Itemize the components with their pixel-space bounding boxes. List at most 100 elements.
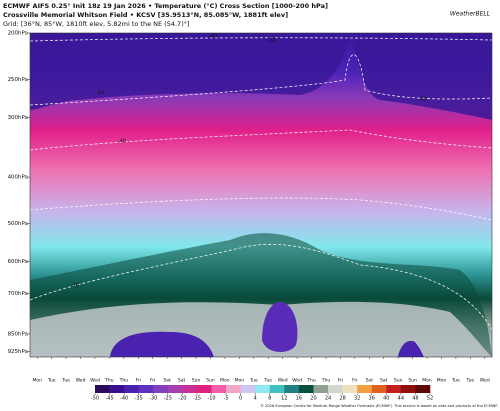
colorbar-swatch [124,385,139,393]
colorbar-label: -50 [91,396,99,402]
x-tick-label: Wed [480,378,490,384]
contour-label: -60 [209,34,217,40]
x-tick-label: Sat [366,378,374,384]
x-tick-label: Mon [437,378,447,384]
x-tick-label: Fri [338,378,343,384]
x-tick-label: Sun [408,378,417,384]
colorbar-swatch [298,385,314,393]
isotherm [29,243,493,331]
y-tick-label: 200hPa [8,31,28,37]
subtitle: Crossville Memorial Whitson Field • KCSV… [3,11,288,19]
y-tick-label: 600hPa [8,259,28,265]
x-tick-label: Sat [163,378,171,384]
x-tick-label: Fri [352,378,357,384]
x-tick-label: Tue [263,378,272,384]
grid-note: Grid: [36°N, 85°W, 1810ft elev, 5.82mi t… [3,20,190,28]
surface-band [30,301,492,357]
colorbar-swatch [284,385,300,393]
colorbar-swatch [415,385,431,393]
colorbar-swatch [167,385,183,393]
x-tick-label: Sun [192,378,201,384]
colorbar-label: 16 [296,396,302,402]
colorbar-label: 48 [412,396,418,402]
colorbar-swatch [386,385,402,393]
isotherm [29,54,493,106]
y-tick-label: 925hPa [8,349,28,355]
x-tick-label: Tue [61,378,70,384]
colorbar-swatch [95,385,110,393]
x-tick-label: Mon [422,378,432,384]
cold-blob [398,340,424,357]
colorbar-label: -20 [178,396,186,402]
x-tick-label: Thu [104,378,114,384]
colorbar-label: -45 [105,396,113,402]
colorbar-label: 0 [239,396,242,402]
y-tick-label: 500hPa [8,221,28,227]
plot-area [30,33,492,357]
colorbar-label: -35 [135,396,143,402]
colorbar-label: -15 [193,396,201,402]
colorbar-label: -10 [207,396,215,402]
x-tick-label: Wed [278,378,288,384]
x-tick-label: Thu [306,378,316,384]
x-tick-label: Tue [451,378,460,384]
x-tick-label: Wed [90,378,100,384]
y-tick-label: 700hPa [8,291,28,297]
colorbar-label: -30 [149,396,157,402]
colorbar-swatch [400,385,416,393]
x-tick-label: Tue [249,378,258,384]
contour-label: -50 [419,97,427,103]
isotherm [29,129,493,151]
x-tick-label: Mon [32,378,42,384]
x-tick-label: Tue [466,378,475,384]
colorbar-label: 44 [398,396,404,402]
colorbar-label: 4 [254,396,257,402]
colorbar-label: 12 [281,396,287,402]
title: ECMWF AIFS 0.25° Init 18z 19 Jan 2026 • … [3,2,328,10]
colorbar-swatch [211,385,227,393]
colorbar-label: 32 [354,396,360,402]
colorbar-swatch [371,385,387,393]
colorbar-label: -40 [120,396,128,402]
colorbar-swatch [357,385,373,393]
colorbar-swatch [240,385,256,393]
colorbar-label: 24 [325,396,331,402]
colorbar-swatch [342,385,358,393]
x-tick-label: Thu [321,378,331,384]
cold-upper [30,33,492,120]
colorbar-swatch [255,385,271,393]
x-tick-label: Fri [136,378,141,384]
colorbar-swatch [109,385,125,393]
colorbar-label: 52 [427,396,433,402]
colorbar-swatch [226,385,241,393]
contour-label: -10 [71,283,79,289]
colorbar-label: 28 [339,396,345,402]
colorbar-label: -5 [224,396,229,402]
contour-label: -50 [96,91,104,97]
footer: © 2026 European Centre for Medium-Range … [260,404,498,408]
colorbar-label: 20 [310,396,316,402]
colorbar-swatch [313,385,329,393]
colorbar-label: 40 [383,396,389,402]
x-tick-label: Sat [178,378,186,384]
colorbar-label: -25 [164,396,172,402]
colorbar-swatch [269,385,285,393]
x-tick-label: Fri [150,378,155,384]
y-tick-label: 250hPa [8,77,28,83]
x-tick-label: Wed [76,378,86,384]
x-tick-label: Wed [292,378,302,384]
y-tick-label: 850hPa [8,331,28,337]
plot-frame [29,32,493,358]
x-tick-label: Thu [119,378,129,384]
x-tick-label: Mon [220,378,230,384]
contour-label: -60 [268,38,276,44]
x-tick-label: Sun [394,378,403,384]
colorbar-swatch [182,385,198,393]
contour-label: -40 [118,139,126,145]
y-tick-label: 300hPa [8,115,28,121]
x-tick-label: Sun [206,378,215,384]
logo: WeatherBELL [450,11,490,18]
isotherm [29,197,493,221]
colorbar-swatch [328,385,343,393]
